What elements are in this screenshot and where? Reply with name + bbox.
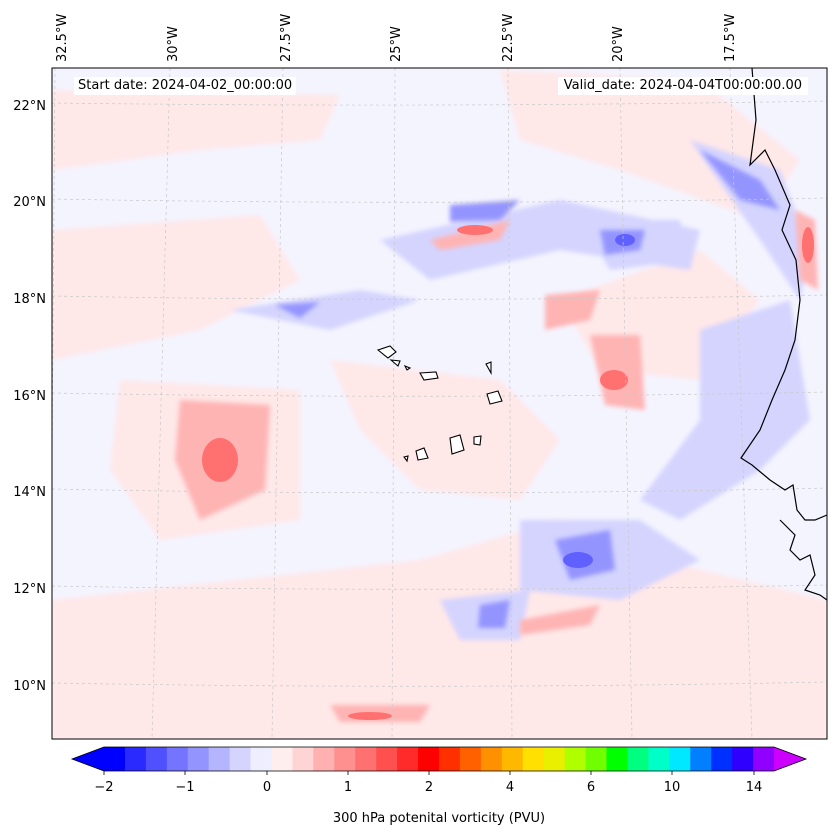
colorbar-segments xyxy=(104,747,775,771)
lon-label: 25°W xyxy=(389,26,404,62)
colorbar-tick-label: 1 xyxy=(344,780,352,795)
colorbar-segment xyxy=(564,747,587,771)
colorbar-segment xyxy=(397,747,419,771)
colorbar-tick-label: 4 xyxy=(506,780,514,795)
colorbar-segment xyxy=(543,747,566,771)
colorbar-segment xyxy=(229,747,252,771)
africa-coastline xyxy=(740,68,827,521)
colorbar-segment xyxy=(418,747,440,771)
colorbar-tick-label: −1 xyxy=(175,780,194,795)
lon-label: 32.5°W xyxy=(55,14,70,62)
valid-date-label: Valid_date: 2024-04-04T00:00:00.00 xyxy=(557,77,808,95)
lat-label: 14°N xyxy=(13,485,46,500)
colorbar-ticks xyxy=(103,771,755,775)
colorbar-tick-label: 14 xyxy=(746,780,763,795)
colorbar-segment xyxy=(732,747,754,771)
colorbar-segment xyxy=(522,747,545,771)
colorbar-segment xyxy=(355,747,377,771)
colorbar-segment xyxy=(501,747,524,771)
colorbar-extend-high xyxy=(774,747,806,771)
colorbar: −2 −1 0 1 2 4 6 10 14 300 hPa potenital … xyxy=(70,746,808,826)
lon-label: 22.5°W xyxy=(501,14,516,62)
lat-label: 10°N xyxy=(13,679,46,694)
colorbar-segment xyxy=(166,747,189,771)
colorbar-tick-label: 6 xyxy=(587,780,595,795)
colorbar-segment xyxy=(627,747,649,771)
lon-label: 27.5°W xyxy=(279,14,294,62)
colorbar-segment xyxy=(690,747,712,771)
lon-label: 30°W xyxy=(166,26,181,62)
colorbar-segment xyxy=(271,747,293,771)
colorbar-segment xyxy=(145,747,168,771)
colorbar-segment xyxy=(439,747,461,771)
colorbar-segment xyxy=(376,747,398,771)
graticule xyxy=(52,68,827,739)
colorbar-tick-label: −2 xyxy=(94,780,113,795)
colorbar-segment xyxy=(208,747,231,771)
colorbar-segment xyxy=(669,747,691,771)
pv-negative-areas xyxy=(275,150,780,628)
lon-label: 17.5°W xyxy=(723,14,738,62)
start-date-label: Start date: 2024-04-02_00:00:00 xyxy=(74,77,297,95)
pv-strong-negative-cores xyxy=(563,234,635,568)
map-panel xyxy=(52,68,827,739)
latitude-labels: 22°N 20°N 18°N 16°N 14°N 12°N 10°N xyxy=(13,99,46,694)
colorbar-tick-label: 2 xyxy=(425,780,433,795)
colorbar-extend-low xyxy=(72,747,104,771)
colorbar-tick-label: 0 xyxy=(263,780,271,795)
colorbar-segment xyxy=(753,747,775,771)
lon-label: 20°W xyxy=(611,26,626,62)
colorbar-tick-label: 10 xyxy=(664,780,681,795)
colorbar-segment xyxy=(124,747,147,771)
colorbar-segment xyxy=(648,747,670,771)
colorbar-segment xyxy=(480,747,503,771)
colorbar-segment xyxy=(292,747,314,771)
lat-label: 12°N xyxy=(13,582,46,597)
colorbar-title: 300 hPa potenital vorticity (PVU) xyxy=(333,811,545,826)
colorbar-segment xyxy=(334,747,356,771)
colorbar-segment xyxy=(711,747,733,771)
lat-label: 16°N xyxy=(13,389,46,404)
colorbar-segment xyxy=(606,747,628,771)
lat-label: 18°N xyxy=(13,292,46,307)
map-frame xyxy=(51,67,828,740)
longitude-labels: 32.5°W 30°W 27.5°W 25°W 22.5°W 20°W 17.5… xyxy=(55,14,738,62)
colorbar-segment xyxy=(459,747,482,771)
lat-label: 22°N xyxy=(13,99,46,114)
pv-strong-positive-cores xyxy=(202,225,814,720)
colorbar-segment xyxy=(585,747,607,771)
colorbar-segment xyxy=(187,747,210,771)
colorbar-segment xyxy=(104,747,126,771)
colorbar-segment xyxy=(313,747,335,771)
colorbar-segment xyxy=(250,747,272,771)
cape-verde-islands xyxy=(376,345,503,463)
senegal-guinea-coast xyxy=(779,519,827,601)
lat-label: 20°N xyxy=(13,195,46,210)
